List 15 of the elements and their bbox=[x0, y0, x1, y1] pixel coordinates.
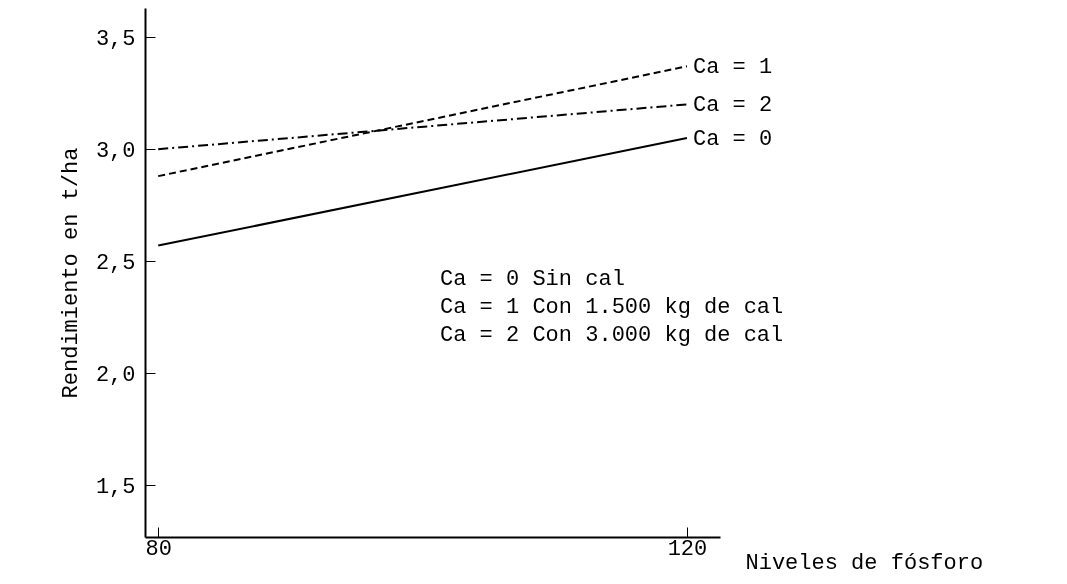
y-tick-label: 2,0 bbox=[95, 362, 136, 388]
annotation: Ca = 2 Con 3.000 kg de cal bbox=[440, 323, 784, 348]
x-tick-label: 80 bbox=[145, 536, 172, 562]
y-axis-title: Rendimiento en t/ha bbox=[58, 147, 84, 399]
series-label: Ca = 1 bbox=[692, 55, 773, 81]
x-tick-label: 120 bbox=[667, 536, 708, 562]
series-label: Ca = 0 bbox=[692, 127, 773, 153]
x-axis-title: Niveles de fósforo bbox=[745, 550, 984, 576]
annotation: Ca = 0 Sin cal bbox=[440, 267, 625, 292]
y-tick-label: 1,5 bbox=[95, 474, 136, 500]
y-tick-label: 3,0 bbox=[95, 138, 136, 164]
series-label: Ca = 2 bbox=[692, 93, 773, 119]
y-tick-label: 3,5 bbox=[95, 26, 136, 52]
annotation: Ca = 1 Con 1.500 kg de cal bbox=[440, 295, 784, 320]
y-tick-label: 2,5 bbox=[95, 250, 136, 276]
